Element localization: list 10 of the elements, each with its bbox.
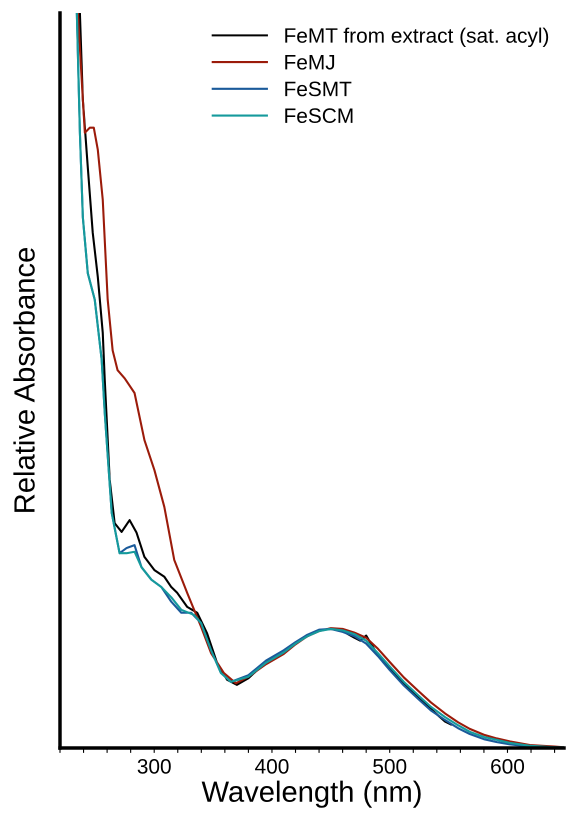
x-axis-title: Wavelength (nm) [202,780,421,808]
legend-label: FeMJ [285,55,334,70]
legend-label: FeSCM [285,108,352,124]
legend-label: FeSMT [285,82,352,96]
x-tick-label: 500 [373,758,406,774]
x-tick-label: 600 [491,758,524,774]
legend-label: FeMT from extract (sat. acyl) [285,28,548,48]
x-tick-label: 400 [255,758,289,774]
x-tick-label: 300 [138,758,171,774]
y-axis-title: Relative Absorbance [13,248,35,512]
